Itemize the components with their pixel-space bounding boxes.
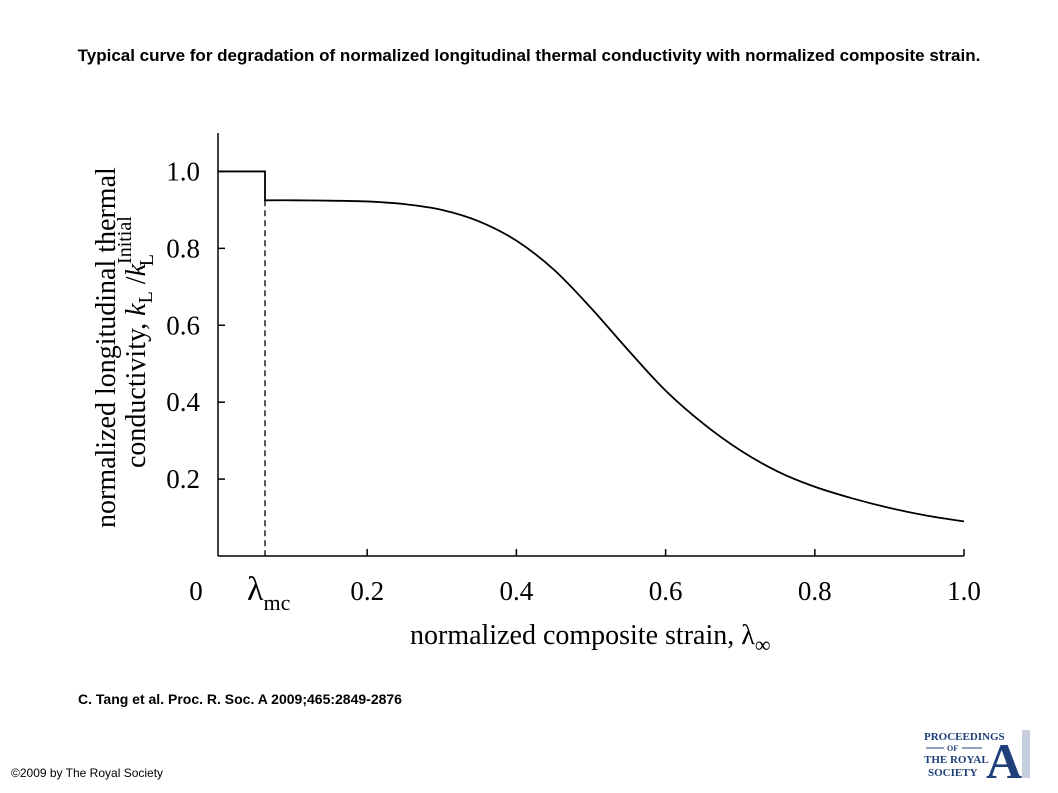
y-axis-label-slash: / [121, 276, 152, 291]
marker-label-symbol: λ [247, 571, 264, 608]
x-tick-label: 0.2 [350, 576, 384, 606]
y-axis-label-line2-text: conductivity, [121, 316, 152, 468]
y-tick-label: 0.2 [166, 464, 200, 494]
x-axis-label-text: normalized composite strain, [410, 620, 741, 651]
y-tick-label: 0.8 [166, 233, 200, 263]
y-axis-label-sub-l: L [135, 291, 157, 303]
logo-line2: OF [947, 744, 958, 753]
x-tick-label: 1.0 [947, 576, 981, 606]
chart-axes [217, 133, 964, 557]
y-axis-label-k: k [121, 303, 152, 316]
y-tick-label: 0.6 [166, 310, 200, 340]
logo-letter: A [986, 733, 1022, 780]
x-axis-label-symbol: λ [741, 620, 755, 651]
y-axis-label-sup-initial: Initial [114, 216, 136, 264]
series-line [218, 170, 965, 523]
citation: C. Tang et al. Proc. R. Soc. A 2009;465:… [78, 691, 402, 707]
royal-society-logo: PROCEEDINGS OF THE ROYAL SOCIETY A [924, 730, 1030, 780]
logo-side-bar [1022, 730, 1030, 778]
y-tick-label: 1.0 [166, 156, 200, 186]
y-axis-label: normalized longitudinal thermal conducti… [91, 167, 158, 528]
logo-line3: THE ROYAL [924, 754, 989, 766]
logo-line4: SOCIETY [928, 767, 978, 779]
y-axis-label-line2: conductivity, kL /kInitialL [114, 216, 158, 468]
marker-label-subscript: mc [263, 590, 290, 615]
y-axis-label-line1: normalized longitudinal thermal [91, 167, 122, 528]
logo-line1: PROCEEDINGS [924, 731, 1005, 743]
x-axis-label-subscript: ∞ [755, 632, 771, 657]
series-group [218, 170, 965, 523]
chart-title: Typical curve for degradation of normali… [77, 46, 981, 65]
copyright-notice: ©2009 by The Royal Society [11, 766, 164, 780]
lambda-mc-marker: λmc [247, 200, 291, 615]
x-tick-label: 0 [189, 576, 203, 606]
chart-svg: 0 0.2 0.4 0.6 0.8 1.0 0.20.40.60.81.0 λmc nor… [91, 133, 981, 657]
x-tick-label: 0.8 [798, 576, 832, 606]
y-tick-label: 0.4 [166, 387, 200, 417]
marker-label: λmc [247, 571, 291, 615]
x-tick-label: 0.6 [649, 576, 683, 606]
x-tick-label: 0.4 [500, 576, 534, 606]
x-axis-label: normalized composite strain, λ∞ [410, 620, 771, 657]
y-axis-label-k2: k [121, 263, 152, 276]
y-axis-label-sub-l2: L [136, 254, 158, 266]
x-tick-labels: 0 0.2 0.4 0.6 0.8 1.0 [189, 576, 981, 606]
y-tick-labels: 0.2 0.4 0.6 0.8 1.0 [166, 156, 200, 494]
